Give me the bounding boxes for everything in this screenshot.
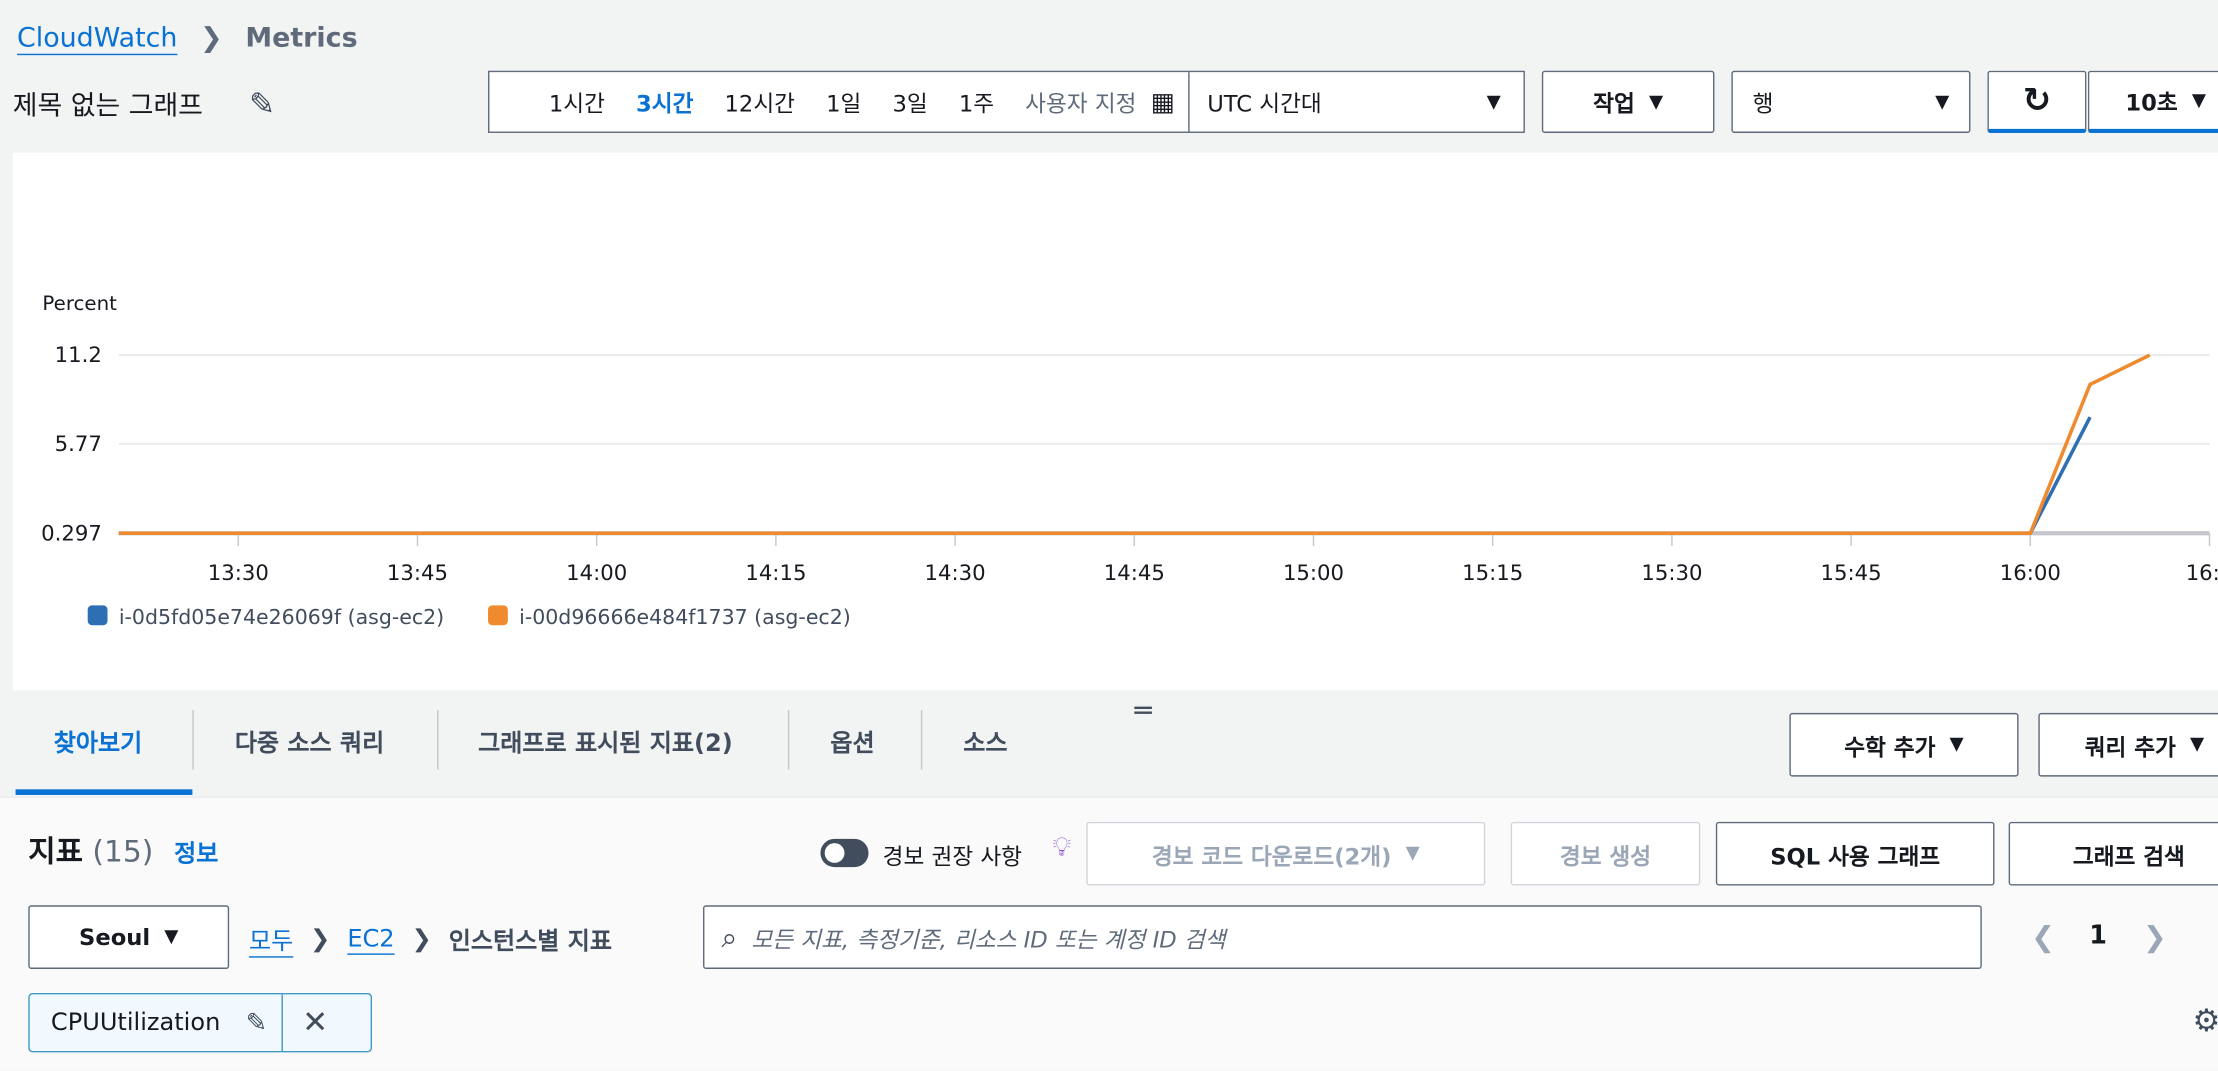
remove-filter-icon[interactable]: ✕ (281, 994, 347, 1052)
x-tick-label: 15:30 (1641, 561, 1702, 586)
alarm-recommendations-toggle[interactable] (820, 838, 869, 868)
divider (920, 710, 923, 770)
tab-browse[interactable]: 찾아보기 (53, 729, 143, 758)
x-tick-label: 16:1 (2186, 561, 2218, 586)
graph-with-sql-button[interactable]: SQL 사용 그래프 (1715, 821, 1995, 886)
edit-icon[interactable]: ✎ (245, 1007, 268, 1038)
range-custom[interactable]: 사용자 지정 (1025, 90, 1137, 118)
namespace-path: 모두 ❯ EC2 ❯ 인스턴스별 지표 (249, 921, 612, 956)
graph-title: 제목 없는 그래프 (12, 90, 203, 122)
x-tick-label: 14:30 (925, 561, 986, 586)
metrics-heading: 지표 (15) 정보 (28, 834, 219, 869)
range-12h[interactable]: 12시간 (724, 90, 795, 118)
legend-label: i-0d5fd05e74e26069f (asg-ec2) (119, 605, 444, 629)
series-line-1 (118, 416, 2092, 536)
breadcrumb-cloudwatch[interactable]: CloudWatch (16, 22, 178, 54)
x-tick-label: 15:15 (1462, 561, 1523, 586)
path-all[interactable]: 모두 (248, 927, 294, 957)
x-tick-label: 13:45 (387, 561, 448, 586)
time-range-selector: 1시간 3시간 12시간 1일 3일 1주 사용자 지정 ▦ UTC 시간대 ▼ (488, 70, 1525, 133)
add-math-button[interactable]: 수학 추가 ▼ (1789, 712, 2019, 777)
edit-title-icon[interactable]: ✎ (248, 87, 276, 124)
caret-down-icon: ▼ (164, 926, 179, 948)
caret-down-icon: ▼ (1648, 91, 1664, 113)
path-ec2[interactable]: EC2 (347, 924, 395, 953)
tab-source[interactable]: 소스 (963, 729, 1008, 758)
divider (192, 710, 194, 770)
next-page-icon[interactable]: ❯ (2143, 919, 2167, 954)
legend-swatch (87, 605, 108, 626)
x-tick-label: 13:30 (208, 561, 269, 586)
metric-search-input[interactable]: ⌕ 모든 지표, 측정기준, 리소스 ID 또는 계정 ID 검색 (703, 905, 1982, 969)
refresh-interval-select[interactable]: 10초 ▼ (2087, 70, 2218, 133)
caret-down-icon: ▼ (2190, 734, 2205, 756)
y-axis-label: Percent (42, 292, 117, 315)
calendar-icon[interactable]: ▦ (1150, 86, 1175, 117)
divider (437, 710, 439, 770)
chevron-right-icon: ❯ (200, 22, 223, 54)
filter-token: CPUUtilization ✎ ✕ (28, 993, 373, 1053)
range-3h[interactable]: 3시간 (636, 90, 694, 118)
x-tick-label: 15:00 (1283, 561, 1344, 586)
alarm-recommendations-label: 경보 권장 사항 (882, 843, 1023, 870)
region-select[interactable]: Seoul ▼ (28, 905, 230, 969)
actions-button[interactable]: 작업 ▼ (1541, 70, 1715, 133)
create-alarm-button[interactable]: 경보 생성 (1510, 821, 1701, 886)
search-placeholder: 모든 지표, 측정기준, 리소스 ID 또는 계정 ID 검색 (751, 925, 1226, 953)
x-tick-label: 14:00 (566, 561, 627, 586)
caret-down-icon: ▼ (1949, 734, 1964, 756)
legend-swatch (488, 605, 508, 626)
filter-token-label: CPUUtilization (50, 1008, 221, 1037)
caret-down-icon: ▼ (2191, 89, 2206, 112)
range-1h[interactable]: 1시간 (548, 90, 605, 118)
y-tick-label: 11.2 (55, 343, 102, 368)
series-line-2 (118, 353, 2151, 536)
search-icon: ⌕ (721, 920, 738, 955)
tab-graphed-metrics[interactable]: 그래프로 표시된 지표(2) (478, 729, 733, 758)
chevron-right-icon: ❯ (310, 924, 331, 953)
tab-multi-source-query[interactable]: 다중 소스 쿼리 (234, 729, 385, 758)
x-tick-label: 15:45 (1821, 561, 1882, 586)
range-3d[interactable]: 3일 (892, 90, 928, 118)
download-alarm-code-button[interactable]: 경보 코드 다운로드(2개) ▼ (1086, 821, 1486, 886)
y-tick-label: 5.77 (55, 432, 102, 457)
lightbulb-icon: 💡︎ (1052, 831, 1072, 863)
x-tick-label: 14:45 (1104, 561, 1165, 586)
info-link[interactable]: 정보 (174, 840, 219, 869)
range-1d[interactable]: 1일 (826, 90, 862, 118)
y-tick-label: 0.297 (41, 521, 102, 546)
chevron-right-icon: ❯ (411, 924, 432, 953)
path-dimension: 인스턴스별 지표 (448, 927, 612, 957)
view-select[interactable]: 행 ▼ (1731, 70, 1971, 133)
add-query-button[interactable]: 쿼리 추가 ▼ (2038, 712, 2218, 777)
timezone-select[interactable]: UTC 시간대 ▼ (1188, 72, 1524, 132)
x-tick-label: 14:15 (745, 561, 806, 586)
divider (787, 710, 790, 770)
active-tab-indicator (15, 789, 193, 795)
caret-down-icon: ▼ (1486, 91, 1501, 113)
graph-search-button[interactable]: 그래프 검색 (2008, 821, 2218, 886)
resize-handle[interactable]: ═ (1134, 693, 1152, 728)
settings-gear-icon[interactable]: ⚙ (2192, 1004, 2218, 1040)
timezone-value: UTC 시간대 (1207, 90, 1322, 118)
refresh-button[interactable]: ↻ (1987, 70, 2087, 133)
prev-page-icon[interactable]: ❮ (2031, 919, 2055, 954)
breadcrumb: CloudWatch ❯ Metrics (17, 23, 358, 54)
caret-down-icon: ▼ (1935, 91, 1950, 113)
line-chart: Percent 11.2 5.77 0.297 13:30 13:45 14:00 14:15… (41, 292, 2218, 629)
tab-options[interactable]: 옵션 (830, 729, 875, 758)
breadcrumb-metrics: Metrics (245, 22, 358, 54)
legend-label: i-00d96666e484f1737 (asg-ec2) (519, 605, 851, 629)
page-number[interactable]: 1 (2089, 920, 2108, 951)
refresh-icon: ↻ (2022, 80, 2052, 121)
caret-down-icon: ▼ (1405, 843, 1420, 865)
x-tick-label: 16:00 (2000, 561, 2061, 586)
range-1w[interactable]: 1주 (958, 90, 995, 118)
chart-panel: Percent 11.2 5.77 0.297 13:30 13:45 14:00 14:15… (12, 152, 2218, 691)
